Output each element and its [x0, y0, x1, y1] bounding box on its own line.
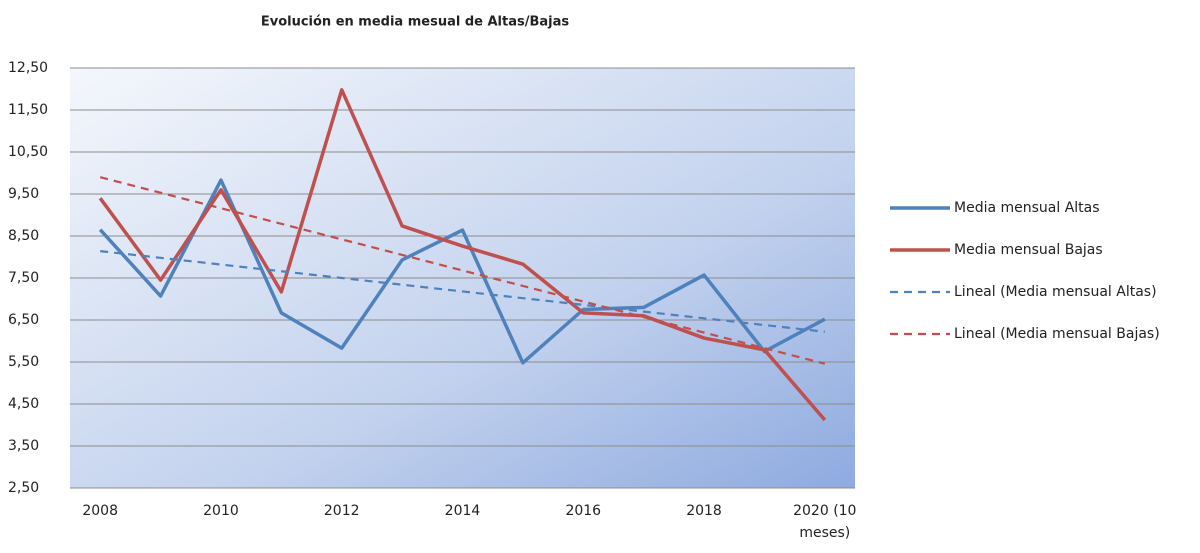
x-tick-label: 2014	[444, 503, 481, 519]
x-tick-label: 2012	[323, 503, 360, 519]
y-tick-label: 8,50	[8, 228, 39, 244]
legend-label: Lineal (Media mensual Bajas)	[954, 326, 1160, 342]
y-tick-label: 6,50	[8, 312, 39, 328]
chart-title: Evolución en media mesual de Altas/Bajas	[261, 15, 570, 30]
y-tick-label: 10,50	[8, 144, 48, 160]
legend-label: Media mensual Bajas	[954, 242, 1103, 258]
x-tick-label: 2018	[686, 503, 722, 519]
trend-line	[100, 250, 825, 333]
y-tick-label: 4,50	[8, 396, 39, 412]
y-tick-label: 11,50	[8, 102, 48, 118]
y-tick-label: 5,50	[8, 354, 39, 370]
y-tick-label: 2,50	[8, 480, 39, 496]
trend-line	[99, 176, 826, 365]
x-tick-label: 2008	[82, 503, 118, 519]
y-tick-label: 7,50	[8, 270, 39, 286]
x-tick-label: 2010	[203, 503, 239, 519]
x-tick-label: 2016	[565, 503, 602, 519]
y-tick-label: 9,50	[8, 186, 39, 202]
y-tick-label: 3,50	[8, 438, 39, 454]
legend-label: Lineal (Media mensual Altas)	[954, 284, 1157, 300]
legend-label: Media mensual Altas	[954, 200, 1100, 216]
x-tick-label: 2020 (10 meses)	[793, 503, 857, 541]
y-tick-label: 12,50	[8, 60, 48, 76]
data-line	[98, 178, 826, 365]
data-line	[98, 88, 827, 422]
